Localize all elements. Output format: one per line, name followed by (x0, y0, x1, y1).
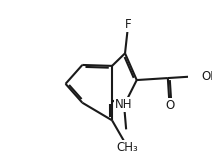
Text: NH: NH (115, 98, 133, 111)
Text: OH: OH (201, 70, 212, 83)
Text: CH₃: CH₃ (117, 141, 138, 154)
Text: F: F (125, 17, 132, 31)
Text: O: O (165, 99, 174, 112)
